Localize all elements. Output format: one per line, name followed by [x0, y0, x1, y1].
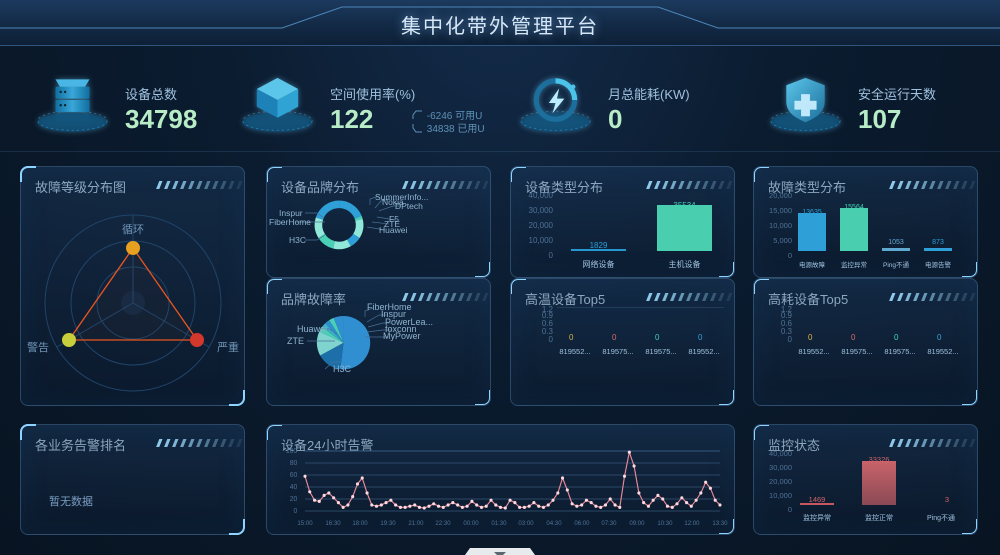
- svg-text:22:30: 22:30: [435, 520, 451, 527]
- svg-text:03:00: 03:00: [518, 520, 534, 527]
- svg-text:21:00: 21:00: [408, 520, 424, 527]
- svg-text:FiberHome: FiberHome: [269, 217, 311, 227]
- svg-text:16:30: 16:30: [325, 520, 341, 527]
- svg-text:40: 40: [290, 484, 298, 491]
- svg-text:01:30: 01:30: [491, 520, 507, 527]
- svg-text:07:30: 07:30: [601, 520, 617, 527]
- svg-text:Huawei: Huawei: [297, 324, 327, 334]
- svg-text:00:00: 00:00: [463, 520, 479, 527]
- svg-text:60: 60: [290, 472, 298, 479]
- svg-text:18:00: 18:00: [352, 520, 368, 527]
- svg-text:80: 80: [290, 460, 298, 467]
- svg-text:ZTE: ZTE: [287, 336, 304, 346]
- svg-text:100: 100: [286, 448, 297, 455]
- svg-text:警告: 警告: [27, 340, 49, 354]
- svg-text:10:30: 10:30: [657, 520, 673, 527]
- svg-text:DPtech: DPtech: [395, 201, 423, 211]
- svg-text:06:00: 06:00: [574, 520, 590, 527]
- svg-text:13:30: 13:30: [712, 520, 728, 527]
- svg-text:20: 20: [290, 496, 298, 503]
- svg-text:09:00: 09:00: [629, 520, 645, 527]
- svg-text:04:30: 04:30: [546, 520, 562, 527]
- svg-text:MyPower: MyPower: [383, 331, 421, 341]
- svg-text:Huawei: Huawei: [379, 225, 407, 235]
- svg-text:循环: 循环: [122, 223, 144, 236]
- svg-text:12:00: 12:00: [684, 520, 700, 527]
- svg-text:19:30: 19:30: [380, 520, 396, 527]
- svg-text:严重: 严重: [217, 340, 239, 354]
- svg-text:15:00: 15:00: [297, 520, 313, 527]
- svg-text:0: 0: [294, 508, 298, 515]
- svg-text:H3C: H3C: [333, 364, 352, 374]
- svg-text:H3C: H3C: [289, 235, 306, 245]
